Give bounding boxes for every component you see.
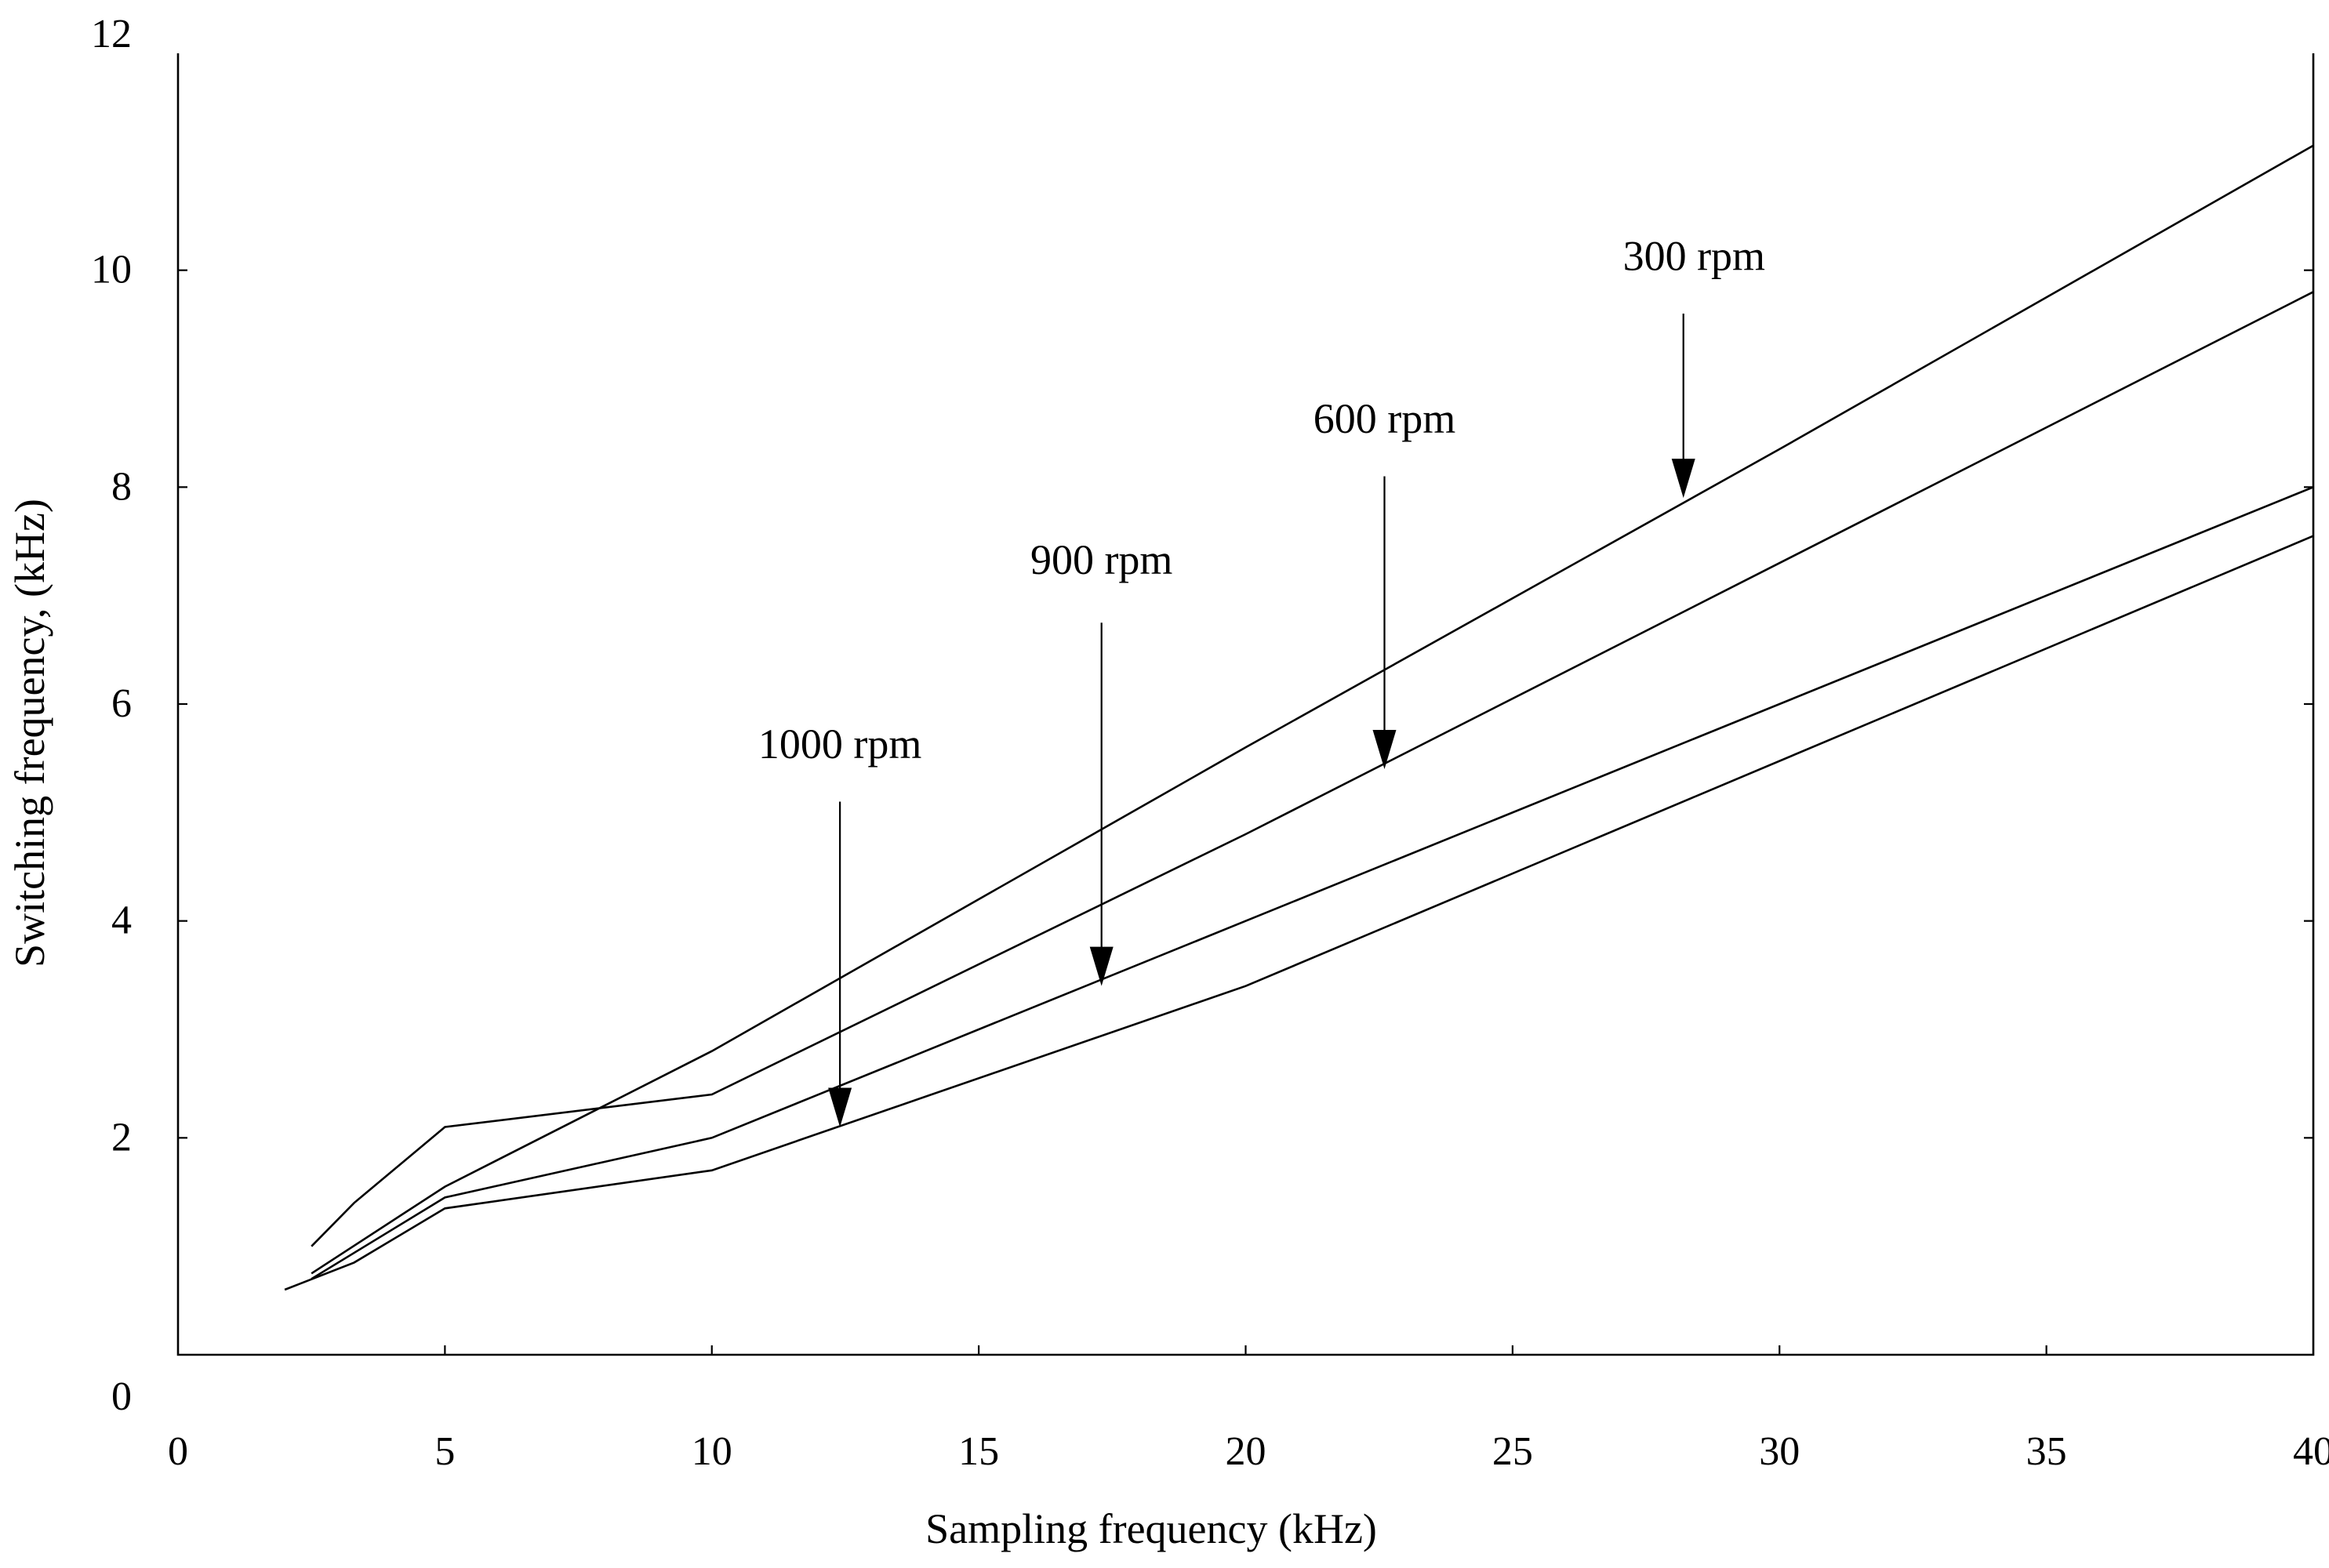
axes: 0 5 10 15 20 25 30 35 40 0 2 4 6 8 10 12 — [91, 12, 2329, 1474]
x-tick-label: 10 — [692, 1429, 732, 1474]
annotation-label-600-rpm: 600 rpm — [1313, 395, 1456, 442]
y-tick-label: 12 — [91, 12, 132, 56]
annotation-arrowhead-1000-rpm — [828, 1087, 852, 1127]
y-tick-label: 2 — [111, 1115, 132, 1160]
annotation-label-900-rpm: 900 rpm — [1030, 536, 1173, 583]
annotation-arrowhead-900-rpm — [1089, 946, 1114, 986]
annotation-label-300-rpm: 300 rpm — [1623, 233, 1766, 280]
x-tick-label: 15 — [958, 1429, 999, 1474]
series-lines — [284, 144, 2314, 1291]
y-tick-label: 6 — [111, 681, 132, 726]
series-line-600-rpm — [311, 144, 2314, 1275]
series-line-900-rpm — [311, 486, 2314, 1280]
series-line-300-rpm — [311, 291, 2314, 1247]
y-tick-label: 8 — [111, 464, 132, 509]
annotations: 300 rpm 600 rpm 900 rpm 1000 rpm — [758, 233, 1765, 1127]
x-tick-label: 5 — [434, 1429, 455, 1474]
x-tick-label: 20 — [1226, 1429, 1266, 1474]
y-tick-label: 0 — [111, 1374, 132, 1419]
x-tick-label: 0 — [168, 1429, 188, 1474]
series-line-1000-rpm — [284, 535, 2314, 1291]
x-axis-title: Sampling frequency (kHz) — [925, 1505, 1377, 1552]
y-tick-label: 10 — [91, 248, 132, 292]
x-tick-label: 25 — [1492, 1429, 1533, 1474]
annotation-arrowhead-600-rpm — [1372, 730, 1397, 769]
x-tick-label: 30 — [1759, 1429, 1800, 1474]
y-tick-label: 4 — [111, 898, 132, 943]
x-tick-label: 35 — [2026, 1429, 2067, 1474]
y-axis-title: Switching frequency, (kHz) — [6, 499, 53, 967]
x-tick-label: 40 — [2293, 1429, 2329, 1474]
annotation-arrowhead-300-rpm — [1671, 459, 1695, 499]
annotation-label-1000-rpm: 1000 rpm — [758, 720, 922, 768]
